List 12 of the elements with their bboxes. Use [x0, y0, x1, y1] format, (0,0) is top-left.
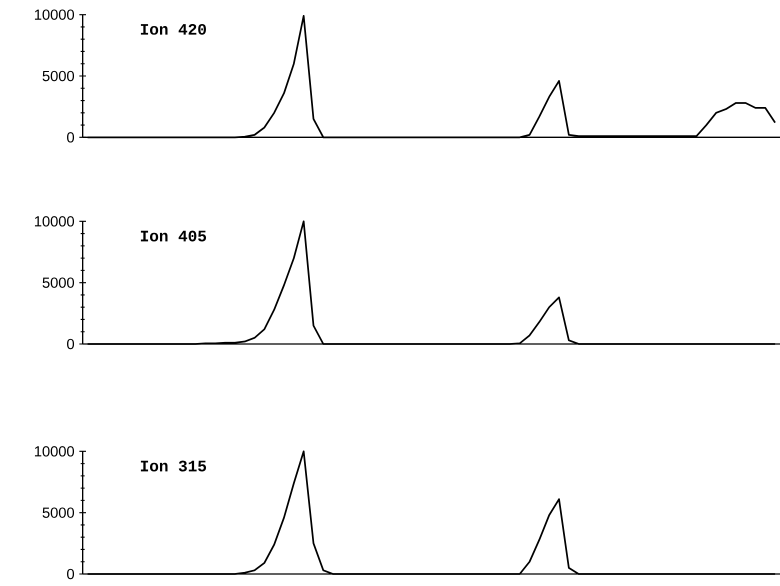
y-tick-label: 0	[67, 338, 74, 350]
y-tick-label: 0	[67, 568, 74, 580]
y-tick-label: 5000	[42, 70, 74, 82]
y-tick-label: 10000	[34, 216, 74, 227]
y-tick-label: 10000	[34, 446, 74, 457]
chart-title: Ion 315	[140, 460, 206, 472]
y-tick-label: 5000	[42, 507, 74, 518]
chart-title: Ion 420	[140, 24, 206, 35]
y-tick-label: 0	[67, 132, 74, 143]
chart-title: Ion 405	[140, 230, 206, 242]
y-tick-label: 5000	[42, 277, 74, 288]
y-tick-label: 10000	[34, 9, 74, 20]
